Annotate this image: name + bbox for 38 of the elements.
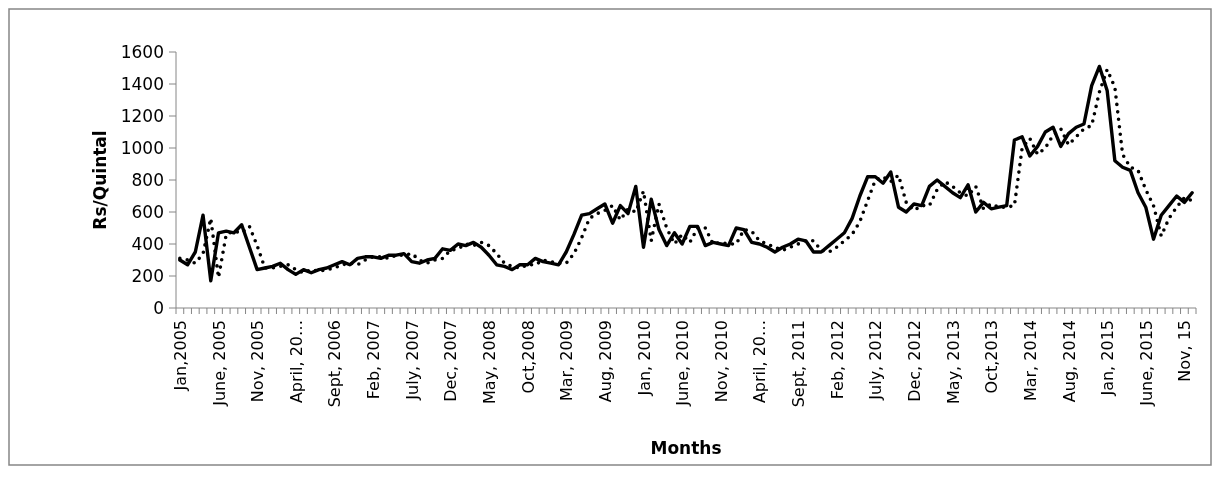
x-tick-label: June, 2005 xyxy=(209,320,229,407)
x-tick-label: Sept, 2011 xyxy=(789,320,809,408)
y-tick-label: 1000 xyxy=(120,137,164,158)
x-tick-label: Mar, 2009 xyxy=(557,320,577,402)
y-tick-label: 400 xyxy=(131,233,164,254)
y-tick-label: 1600 xyxy=(120,41,164,62)
y-tick-label: 1200 xyxy=(120,105,164,126)
x-tick-label: Jan, 2015 xyxy=(1098,320,1118,397)
x-tick-label: Dec, 2012 xyxy=(904,320,924,402)
x-tick-label: Nov, 2010 xyxy=(711,320,731,403)
y-tick-label: 200 xyxy=(131,265,164,286)
x-tick-label: Oct,2013 xyxy=(982,320,1002,394)
x-axis-title: Months xyxy=(650,438,722,458)
y-tick-label: 1400 xyxy=(120,73,164,94)
x-tick-label: Nov, 2005 xyxy=(248,320,268,403)
x-tick-label: April, 20… xyxy=(286,320,306,404)
x-tick-label: June, 2010 xyxy=(673,320,693,407)
x-tick-label: Mar, 2014 xyxy=(1020,320,1040,402)
x-tick-label: April, 20… xyxy=(750,320,770,404)
x-tick-label: July, 2012 xyxy=(866,320,886,401)
y-tick-label: 800 xyxy=(131,169,164,190)
x-tick-label: July, 2007 xyxy=(402,320,422,401)
x-tick-label: Sept, 2006 xyxy=(325,320,345,408)
x-tick-label: Feb, 2007 xyxy=(364,320,384,400)
y-axis-title: Rs/Quintal xyxy=(90,130,110,230)
x-tick-label: June, 2015 xyxy=(1136,320,1156,407)
x-tick-label: Oct,2008 xyxy=(518,320,538,394)
x-tick-label: Aug, 2009 xyxy=(595,320,615,403)
y-tick-label: 600 xyxy=(131,201,164,222)
x-tick-label: Nov, 15 xyxy=(1175,320,1195,382)
x-tick-label: Aug, 2014 xyxy=(1059,320,1079,403)
x-tick-label: Jan,2005 xyxy=(170,320,190,392)
x-tick-label: May, 2013 xyxy=(943,320,963,404)
x-tick-label: Jan, 2010 xyxy=(634,320,654,397)
y-tick-label: 0 xyxy=(153,297,164,318)
x-tick-label: Feb, 2012 xyxy=(827,320,847,400)
x-tick-label: Dec, 2007 xyxy=(441,320,461,402)
x-tick-label: May, 2008 xyxy=(479,320,499,404)
